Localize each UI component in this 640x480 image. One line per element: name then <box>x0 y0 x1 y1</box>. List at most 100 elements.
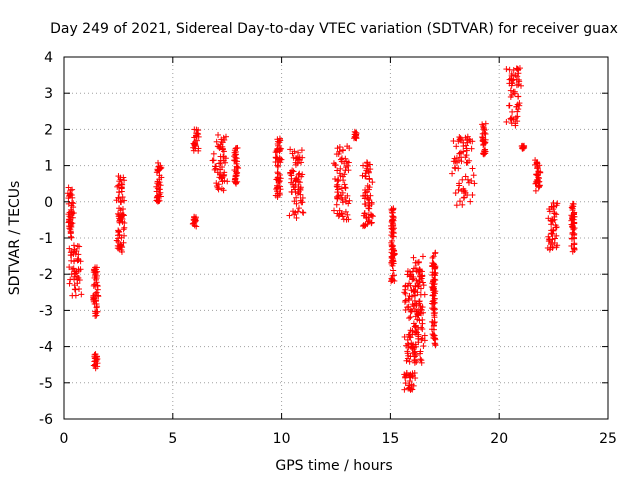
data-point <box>119 218 126 225</box>
data-point <box>275 163 282 170</box>
data-point <box>404 340 411 347</box>
data-point <box>234 158 241 165</box>
data-point <box>508 70 515 77</box>
data-point <box>276 171 283 178</box>
data-point <box>407 314 414 321</box>
data-point <box>336 207 343 214</box>
data-point <box>77 258 84 265</box>
data-point <box>414 289 421 296</box>
data-point <box>413 352 420 359</box>
data-point <box>92 298 99 305</box>
data-point <box>235 165 242 172</box>
data-point <box>337 172 344 179</box>
data-point <box>450 158 457 165</box>
data-point <box>194 130 201 137</box>
data-point <box>511 90 518 97</box>
data-point <box>430 253 437 260</box>
data-point <box>121 197 128 204</box>
data-point <box>419 304 426 311</box>
data-point <box>213 183 220 190</box>
data-point <box>455 186 462 193</box>
data-point <box>508 80 515 87</box>
data-point <box>342 208 349 215</box>
data-point <box>406 378 413 385</box>
data-point <box>411 288 418 295</box>
data-point <box>570 201 577 208</box>
data-point <box>417 356 424 363</box>
data-point <box>289 181 296 188</box>
data-point <box>412 308 419 315</box>
data-point <box>410 273 417 280</box>
data-point <box>344 162 351 169</box>
data-point <box>459 201 466 208</box>
data-point <box>391 250 398 257</box>
data-point <box>421 291 428 298</box>
data-point <box>548 221 555 228</box>
data-point <box>69 214 76 221</box>
data-point <box>73 248 80 255</box>
data-point <box>368 212 375 219</box>
data-point <box>409 386 416 393</box>
data-point <box>220 148 227 155</box>
data-point <box>536 162 543 169</box>
data-point <box>510 116 517 123</box>
data-point <box>232 168 239 175</box>
data-point <box>417 285 424 292</box>
data-point <box>409 301 416 308</box>
data-point <box>390 272 397 279</box>
x-tick-label: 0 <box>60 431 69 447</box>
data-point <box>449 170 456 177</box>
data-point <box>277 155 284 162</box>
data-point <box>277 183 284 190</box>
data-point <box>418 359 425 366</box>
data-point <box>215 186 222 193</box>
data-point <box>462 142 469 149</box>
data-point <box>286 212 293 219</box>
data-point <box>335 192 342 199</box>
data-point <box>411 323 418 330</box>
data-point <box>331 207 338 214</box>
data-point <box>553 224 560 231</box>
data-point <box>70 258 77 265</box>
data-point <box>234 144 241 151</box>
data-point <box>221 137 228 144</box>
data-point <box>482 148 489 155</box>
data-point <box>467 198 474 205</box>
y-tick-label: 4 <box>44 50 53 66</box>
data-point <box>404 350 411 357</box>
data-point <box>431 319 438 326</box>
data-point <box>70 200 77 207</box>
data-point <box>120 239 127 246</box>
data-point <box>420 309 427 316</box>
data-point <box>359 172 366 179</box>
data-point <box>221 177 228 184</box>
data-point <box>416 276 423 283</box>
data-point <box>419 272 426 279</box>
data-point <box>287 169 294 176</box>
data-point <box>217 141 224 148</box>
data-point <box>460 148 467 155</box>
data-point <box>115 238 122 245</box>
data-point <box>571 213 578 220</box>
data-point <box>469 191 476 198</box>
data-point <box>93 264 100 271</box>
data-point <box>409 276 416 283</box>
data-point <box>415 335 422 342</box>
data-point <box>93 312 100 319</box>
y-tick-label: -4 <box>39 340 53 356</box>
data-point <box>466 136 473 143</box>
data-point <box>298 159 305 166</box>
data-point <box>413 301 420 308</box>
data-point <box>75 251 82 258</box>
data-point <box>554 200 561 207</box>
data-point <box>157 182 164 189</box>
data-point <box>195 145 202 152</box>
x-tick-labels: 0 5 10 15 20 25 <box>60 431 617 447</box>
data-point <box>157 189 164 196</box>
data-point <box>339 147 346 154</box>
data-point <box>464 176 471 183</box>
data-point <box>390 260 397 267</box>
data-point <box>220 157 227 164</box>
data-point <box>368 219 375 226</box>
data-point <box>460 194 467 201</box>
